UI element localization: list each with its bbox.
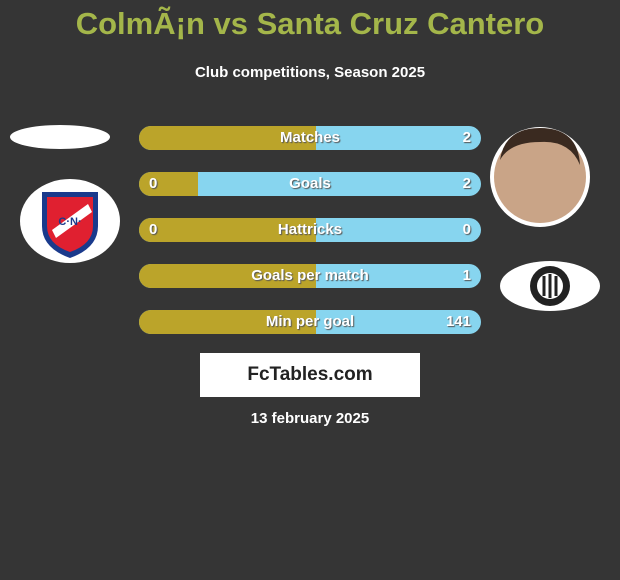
stat-bar: Goals 0 2 (139, 172, 481, 196)
stat-bar: Goals per match 1 (139, 264, 481, 288)
stat-bar: Hattricks 0 0 (139, 218, 481, 242)
left-value: 0 (149, 175, 158, 192)
right-value: 1 (462, 267, 471, 284)
brand-logo: FcTables.com (200, 353, 420, 397)
subtitle: Club competitions, Season 2025 (194, 64, 426, 81)
stat-label: Min per goal (265, 313, 355, 330)
left-value: 0 (149, 221, 158, 238)
left-fill (139, 264, 316, 288)
stat-label: Goals per match (251, 267, 369, 284)
left-fill (139, 310, 316, 334)
right-value: 141 (445, 313, 471, 330)
stat-label: Matches (279, 129, 341, 146)
left-fill (139, 172, 198, 196)
right-value: 2 (462, 129, 471, 146)
title: ColmÃ¡n vs Santa Cruz Cantero (75, 6, 545, 41)
left-fill (139, 218, 316, 242)
right-value: 2 (462, 175, 471, 192)
left-fill (139, 126, 316, 150)
svg-text:C·N·: C·N· (58, 216, 81, 228)
right-value: 0 (462, 221, 471, 238)
date: 13 february 2025 (250, 410, 370, 427)
stat-label: Goals (289, 175, 331, 192)
stat-bar: Matches 2 (139, 126, 481, 150)
stat-bar: Min per goal 141 (139, 310, 481, 334)
stat-label: Hattricks (277, 221, 343, 238)
